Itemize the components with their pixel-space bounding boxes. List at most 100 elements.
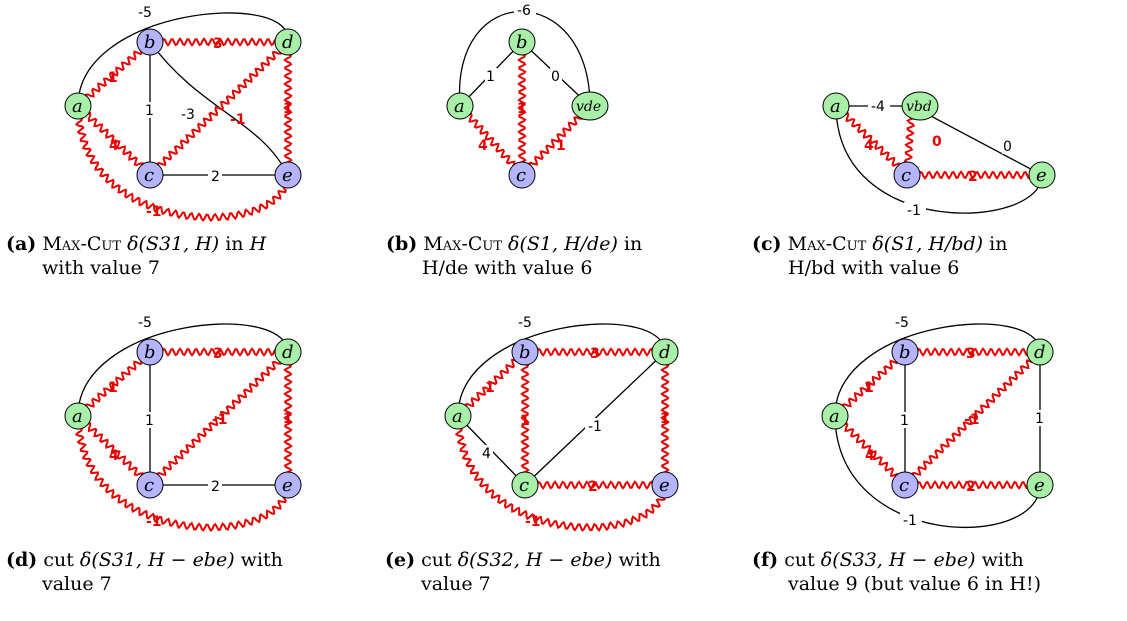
graph-e: -5 1 3 1 4 -1 1 2 -1 a b c d e — [444, 314, 679, 532]
node-label-e: e — [659, 475, 670, 496]
node-e — [274, 471, 302, 499]
edge-a-b — [77, 351, 151, 417]
caption-e: (e) cut δ(S32, H − ebe) with value 7 — [385, 548, 750, 596]
graph-d: -5 1 3 1 4 -1 1 2 -1 a b c d e — [64, 314, 302, 533]
weight-b-c: 1 — [520, 413, 530, 429]
node-c — [136, 161, 164, 189]
node-label-c: c — [516, 165, 526, 186]
node-b — [891, 338, 919, 366]
node-label-d: d — [282, 32, 294, 53]
panel-a: -5 1 3 1 -3 4 -1 1 2 -1 a b c d e (a) Ma… — [0, 0, 375, 300]
node-vde — [571, 91, 609, 121]
node-label-vde: vde — [576, 99, 601, 115]
edge-c-d — [904, 351, 1041, 486]
edge-a-e — [454, 415, 668, 532]
edge-a-d — [77, 323, 289, 417]
node-label-b: b — [519, 342, 531, 363]
weight-c-e: 2 — [966, 479, 976, 495]
weight-b-c: 1 — [517, 101, 527, 117]
weight-a-e: -1 — [146, 514, 162, 530]
node-label-d: d — [282, 342, 294, 363]
weight-b-e: -3 — [181, 107, 195, 123]
weight-a-v: -6 — [517, 3, 531, 19]
weight-c-d: -1 — [230, 112, 246, 128]
edge-a-e — [835, 105, 1043, 214]
caption-text: with — [612, 549, 661, 571]
edge-a-d — [457, 323, 666, 417]
weight-v-e: 0 — [1003, 139, 1012, 155]
weight-c-d: -1 — [964, 412, 980, 428]
node-a — [446, 92, 474, 120]
weight-c-v: 1 — [556, 138, 566, 154]
edge-a-c — [459, 105, 523, 176]
weight-b-d: 3 — [590, 346, 600, 362]
weight-a-d: -5 — [138, 315, 152, 331]
weight-a-b: 1 — [486, 69, 495, 85]
node-label-e: e — [1036, 165, 1047, 186]
node-label-a: a — [829, 406, 840, 427]
edge-c-v — [521, 105, 591, 176]
node-label-c: c — [144, 475, 154, 496]
caption-text: Max-Cut — [42, 233, 122, 255]
node-a — [64, 402, 92, 430]
edge-b-d — [904, 347, 1041, 357]
node-label-d: d — [659, 342, 671, 363]
weight-a-v: -4 — [871, 99, 885, 115]
caption-text: H/bd with value 6 — [788, 257, 960, 279]
panel-e: -5 1 3 1 4 -1 1 2 -1 a b c d e (e) cut δ… — [375, 300, 750, 621]
node-label-c: c — [144, 165, 154, 186]
weight-a-e: -1 — [146, 204, 162, 220]
weight-d-e: 1 — [660, 411, 670, 427]
caption-text: with — [234, 549, 283, 571]
edge-b-e — [149, 41, 289, 176]
caption-text: Max-Cut — [787, 233, 867, 255]
caption-f: (f) cut δ(S33, H − ebe) with value 9 (bu… — [752, 548, 1127, 596]
edge-a-c — [835, 105, 908, 176]
edge-a-v — [458, 10, 591, 107]
edge-c-e — [524, 480, 666, 490]
weight-b-v: 0 — [551, 69, 560, 85]
graph-b: -6 1 0 1 4 1 a b c vde — [446, 2, 609, 189]
edge-a-c — [77, 415, 151, 486]
edge-b-d — [149, 347, 289, 357]
node-label-b: b — [144, 32, 156, 53]
caption-text: in — [983, 233, 1008, 255]
weight-c-e: 2 — [588, 479, 598, 495]
weight-d-e: 1 — [283, 101, 293, 117]
node-e — [651, 471, 679, 499]
node-label-e: e — [282, 475, 293, 496]
node-label-c: c — [899, 475, 909, 496]
weight-a-c: 4 — [864, 138, 874, 154]
panel-c: -4 4 0 0 2 -1 a vbd c e (c) Max-Cut δ(S1… — [752, 0, 1127, 300]
node-c — [136, 471, 164, 499]
edge-b-d — [149, 37, 289, 47]
node-label-e: e — [1034, 475, 1045, 496]
caption-text: H/de with value 6 — [422, 257, 593, 279]
caption-text: Max-Cut — [423, 233, 502, 255]
panel-f: -5 1 3 1 4 -1 1 2 -1 a b c d e (f) cut δ… — [752, 300, 1127, 621]
weight-a-e: -1 — [903, 513, 917, 529]
caption-math: δ(S1, H/de) — [508, 233, 618, 255]
caption-tag: (f) — [752, 549, 779, 571]
node-d — [274, 28, 302, 56]
edge-c-e — [906, 170, 1043, 180]
node-e — [1026, 471, 1054, 499]
node-label-b: b — [144, 342, 156, 363]
caption-c: (c) Max-Cut δ(S1, H/bd) in H/bd with val… — [752, 232, 1127, 280]
caption-math: δ(S31, H) — [127, 233, 220, 255]
node-label-e: e — [282, 165, 293, 186]
edge-a-b — [77, 41, 151, 107]
caption-text: cut — [43, 549, 74, 571]
node-d — [651, 338, 679, 366]
edge-a-e — [74, 105, 291, 223]
caption-math: δ(S1, H/bd) — [872, 233, 984, 255]
weight-c-d: -1 — [212, 412, 228, 428]
edge-c-e — [904, 480, 1041, 490]
weight-a-b: 1 — [864, 380, 874, 396]
node-a — [64, 92, 92, 120]
edge-c-d — [149, 351, 289, 486]
weight-c-e: 2 — [211, 169, 220, 185]
node-label-a: a — [830, 96, 841, 117]
edge-c-d — [149, 41, 289, 176]
node-label-a: a — [72, 406, 83, 427]
